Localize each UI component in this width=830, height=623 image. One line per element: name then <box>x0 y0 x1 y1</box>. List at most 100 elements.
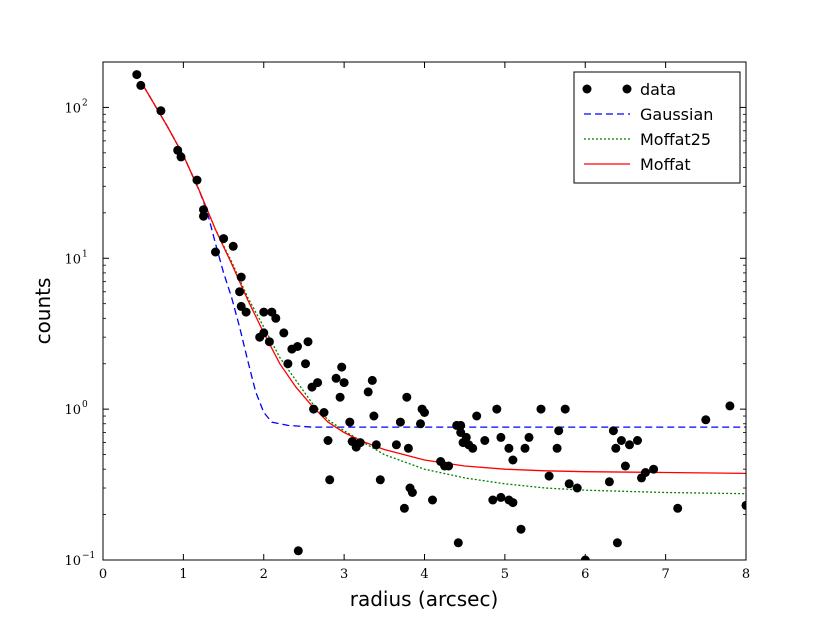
data-point <box>407 488 417 497</box>
x-tick-label: 1 <box>179 567 187 582</box>
data-point <box>520 443 530 453</box>
data-point <box>293 342 302 351</box>
data-point <box>371 440 381 450</box>
data-point <box>228 241 238 251</box>
x-tick-label: 6 <box>581 567 589 582</box>
data-point <box>492 404 502 414</box>
data-point <box>301 359 310 369</box>
data-point <box>403 443 413 453</box>
data-point <box>309 404 319 414</box>
data-point <box>554 426 564 436</box>
data-point <box>259 328 269 338</box>
y-tick-base: 10 <box>64 101 81 116</box>
x-tick-label: 5 <box>501 567 509 582</box>
data-point <box>199 205 208 215</box>
data-point <box>496 432 506 442</box>
data-point <box>355 438 365 448</box>
data-point <box>402 392 412 402</box>
data-point <box>369 411 379 421</box>
data-point <box>219 234 229 244</box>
data-point <box>633 436 642 445</box>
legend-label: Moffat <box>640 155 691 174</box>
legend-marker <box>582 84 592 94</box>
data-point <box>612 538 622 548</box>
data-point <box>236 272 246 282</box>
data-point <box>375 475 385 485</box>
data-point <box>564 479 574 489</box>
data-point <box>271 313 281 323</box>
y-axis-title: counts <box>31 278 55 345</box>
data-point <box>536 404 546 414</box>
data-point <box>444 461 454 471</box>
legend-item-moffat25: Moffat25 <box>584 130 711 149</box>
data-point <box>176 152 186 162</box>
data-point <box>293 546 303 556</box>
data-point <box>524 432 534 442</box>
data-point <box>211 247 220 257</box>
y-tick-label: 10 2 <box>64 98 87 116</box>
data-point <box>516 524 526 534</box>
data-point <box>156 106 166 116</box>
x-tick-label: 7 <box>661 567 669 582</box>
data-point <box>641 468 650 477</box>
y-tick-exponent: 2 <box>82 98 88 108</box>
data-point <box>673 503 683 513</box>
data-point <box>611 443 621 453</box>
data-point <box>701 415 711 425</box>
data-point <box>331 373 341 383</box>
data-point <box>480 436 490 445</box>
x-tick-label: 0 <box>99 567 107 582</box>
data-point <box>199 211 208 221</box>
data-point <box>625 440 634 450</box>
data-point <box>313 378 323 388</box>
data-point <box>725 401 735 411</box>
data-point <box>496 492 506 502</box>
data-point <box>259 307 269 317</box>
data-layer <box>132 70 746 560</box>
data-point <box>608 426 618 436</box>
data-point <box>323 436 333 445</box>
data-point <box>649 464 659 474</box>
data-point <box>399 503 409 513</box>
data-point <box>461 432 471 442</box>
x-tick-label: 2 <box>260 567 268 582</box>
data-point <box>453 538 463 548</box>
data-point <box>264 337 274 347</box>
data-point <box>420 408 429 417</box>
data-point <box>345 417 355 427</box>
legend-label: data <box>640 80 676 99</box>
data-point <box>391 440 401 450</box>
x-tick-label: 4 <box>420 567 428 582</box>
data-point <box>241 307 251 317</box>
data-point <box>488 495 498 505</box>
x-tick-label: 3 <box>340 567 348 582</box>
y-tick-base: 10 <box>64 252 81 267</box>
data-point <box>741 500 746 510</box>
data-point <box>192 175 202 185</box>
y-tick-exponent: 1 <box>82 249 88 259</box>
y-tick-base: 10 <box>64 403 81 418</box>
legend-item-gaussian: Gaussian <box>584 105 713 124</box>
legend-marker <box>622 84 632 94</box>
data-point <box>283 359 293 369</box>
data-point <box>508 455 518 465</box>
legend-label: Gaussian <box>640 105 713 124</box>
data-point <box>335 392 345 402</box>
y-tick-exponent: −1 <box>82 551 95 561</box>
y-tick-label: 10 −1 <box>64 551 95 569</box>
data-point <box>560 404 570 414</box>
data-point <box>468 443 478 453</box>
data-point <box>428 495 437 505</box>
data-point <box>572 483 582 493</box>
y-tick-label: 10 1 <box>64 249 87 267</box>
legend: data Gaussian Moffat25 Moffat <box>573 71 741 184</box>
data-point <box>136 80 146 90</box>
data-point <box>367 375 377 385</box>
data-point <box>325 475 335 485</box>
data-point <box>416 419 425 429</box>
data-point <box>132 70 142 80</box>
x-tick-label: 8 <box>742 567 750 582</box>
y-tick-exponent: 0 <box>82 400 88 410</box>
data-point <box>339 378 349 388</box>
